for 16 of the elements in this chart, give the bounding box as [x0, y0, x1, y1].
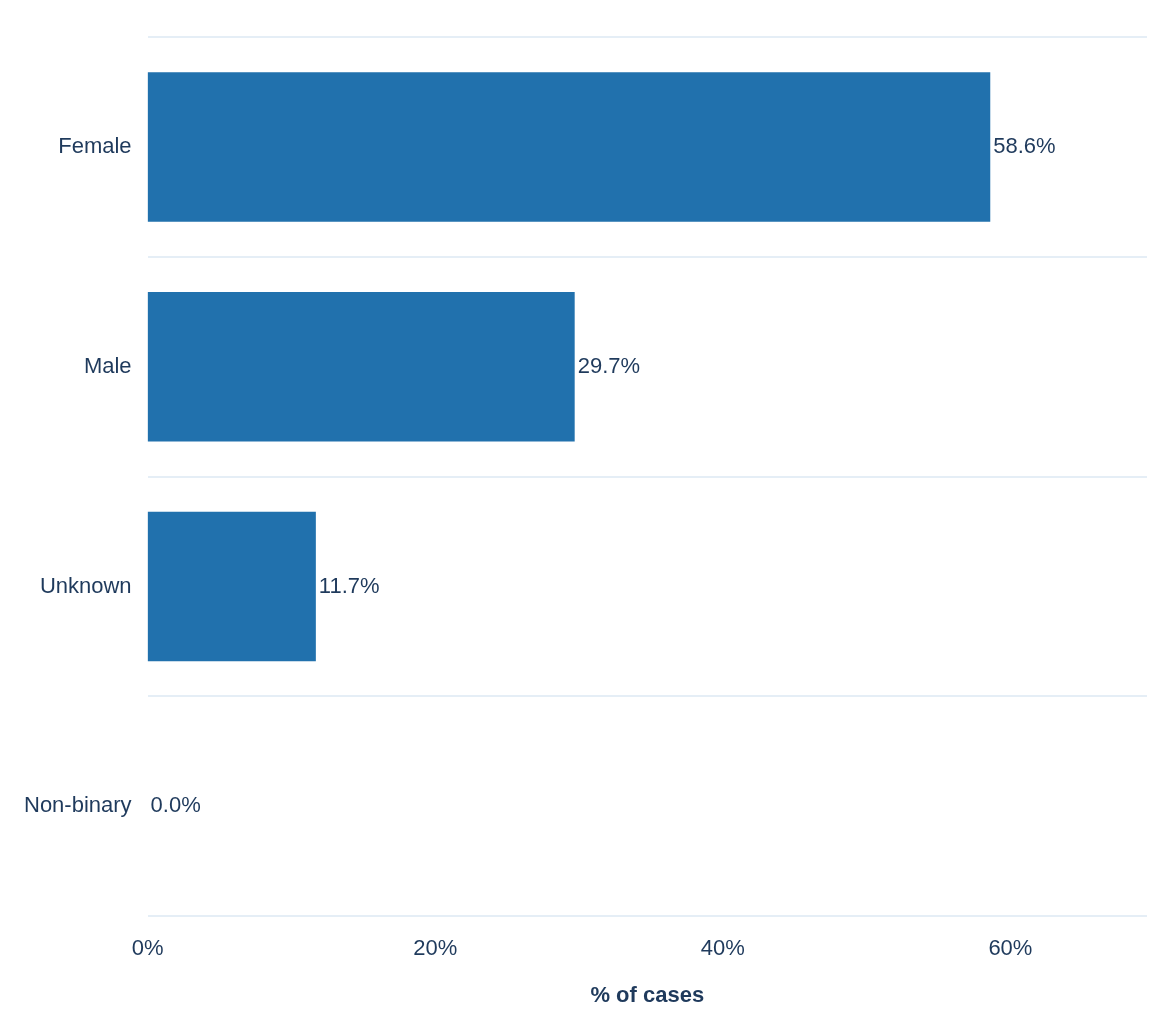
x-tick-label: 40% — [700, 935, 745, 961]
y-tick-label: Male — [83, 352, 132, 378]
data-label: 58.6% — [993, 133, 1056, 159]
x-tick-label: 20% — [413, 935, 458, 961]
x-tick-label: 60% — [988, 935, 1033, 961]
data-label: 0.0% — [150, 792, 201, 818]
y-tick-label: Unknown — [39, 572, 132, 598]
y-tick-label: Non-binary — [24, 792, 132, 818]
data-label: 11.7% — [318, 572, 380, 598]
x-axis-title: % of cases — [590, 981, 705, 1007]
data-label: 29.7% — [577, 352, 641, 378]
y-tick-label: Female — [58, 133, 132, 159]
x-tick-label: 0% — [131, 935, 164, 961]
bar — [147, 511, 316, 662]
bar — [147, 72, 991, 222]
bar — [147, 292, 575, 442]
